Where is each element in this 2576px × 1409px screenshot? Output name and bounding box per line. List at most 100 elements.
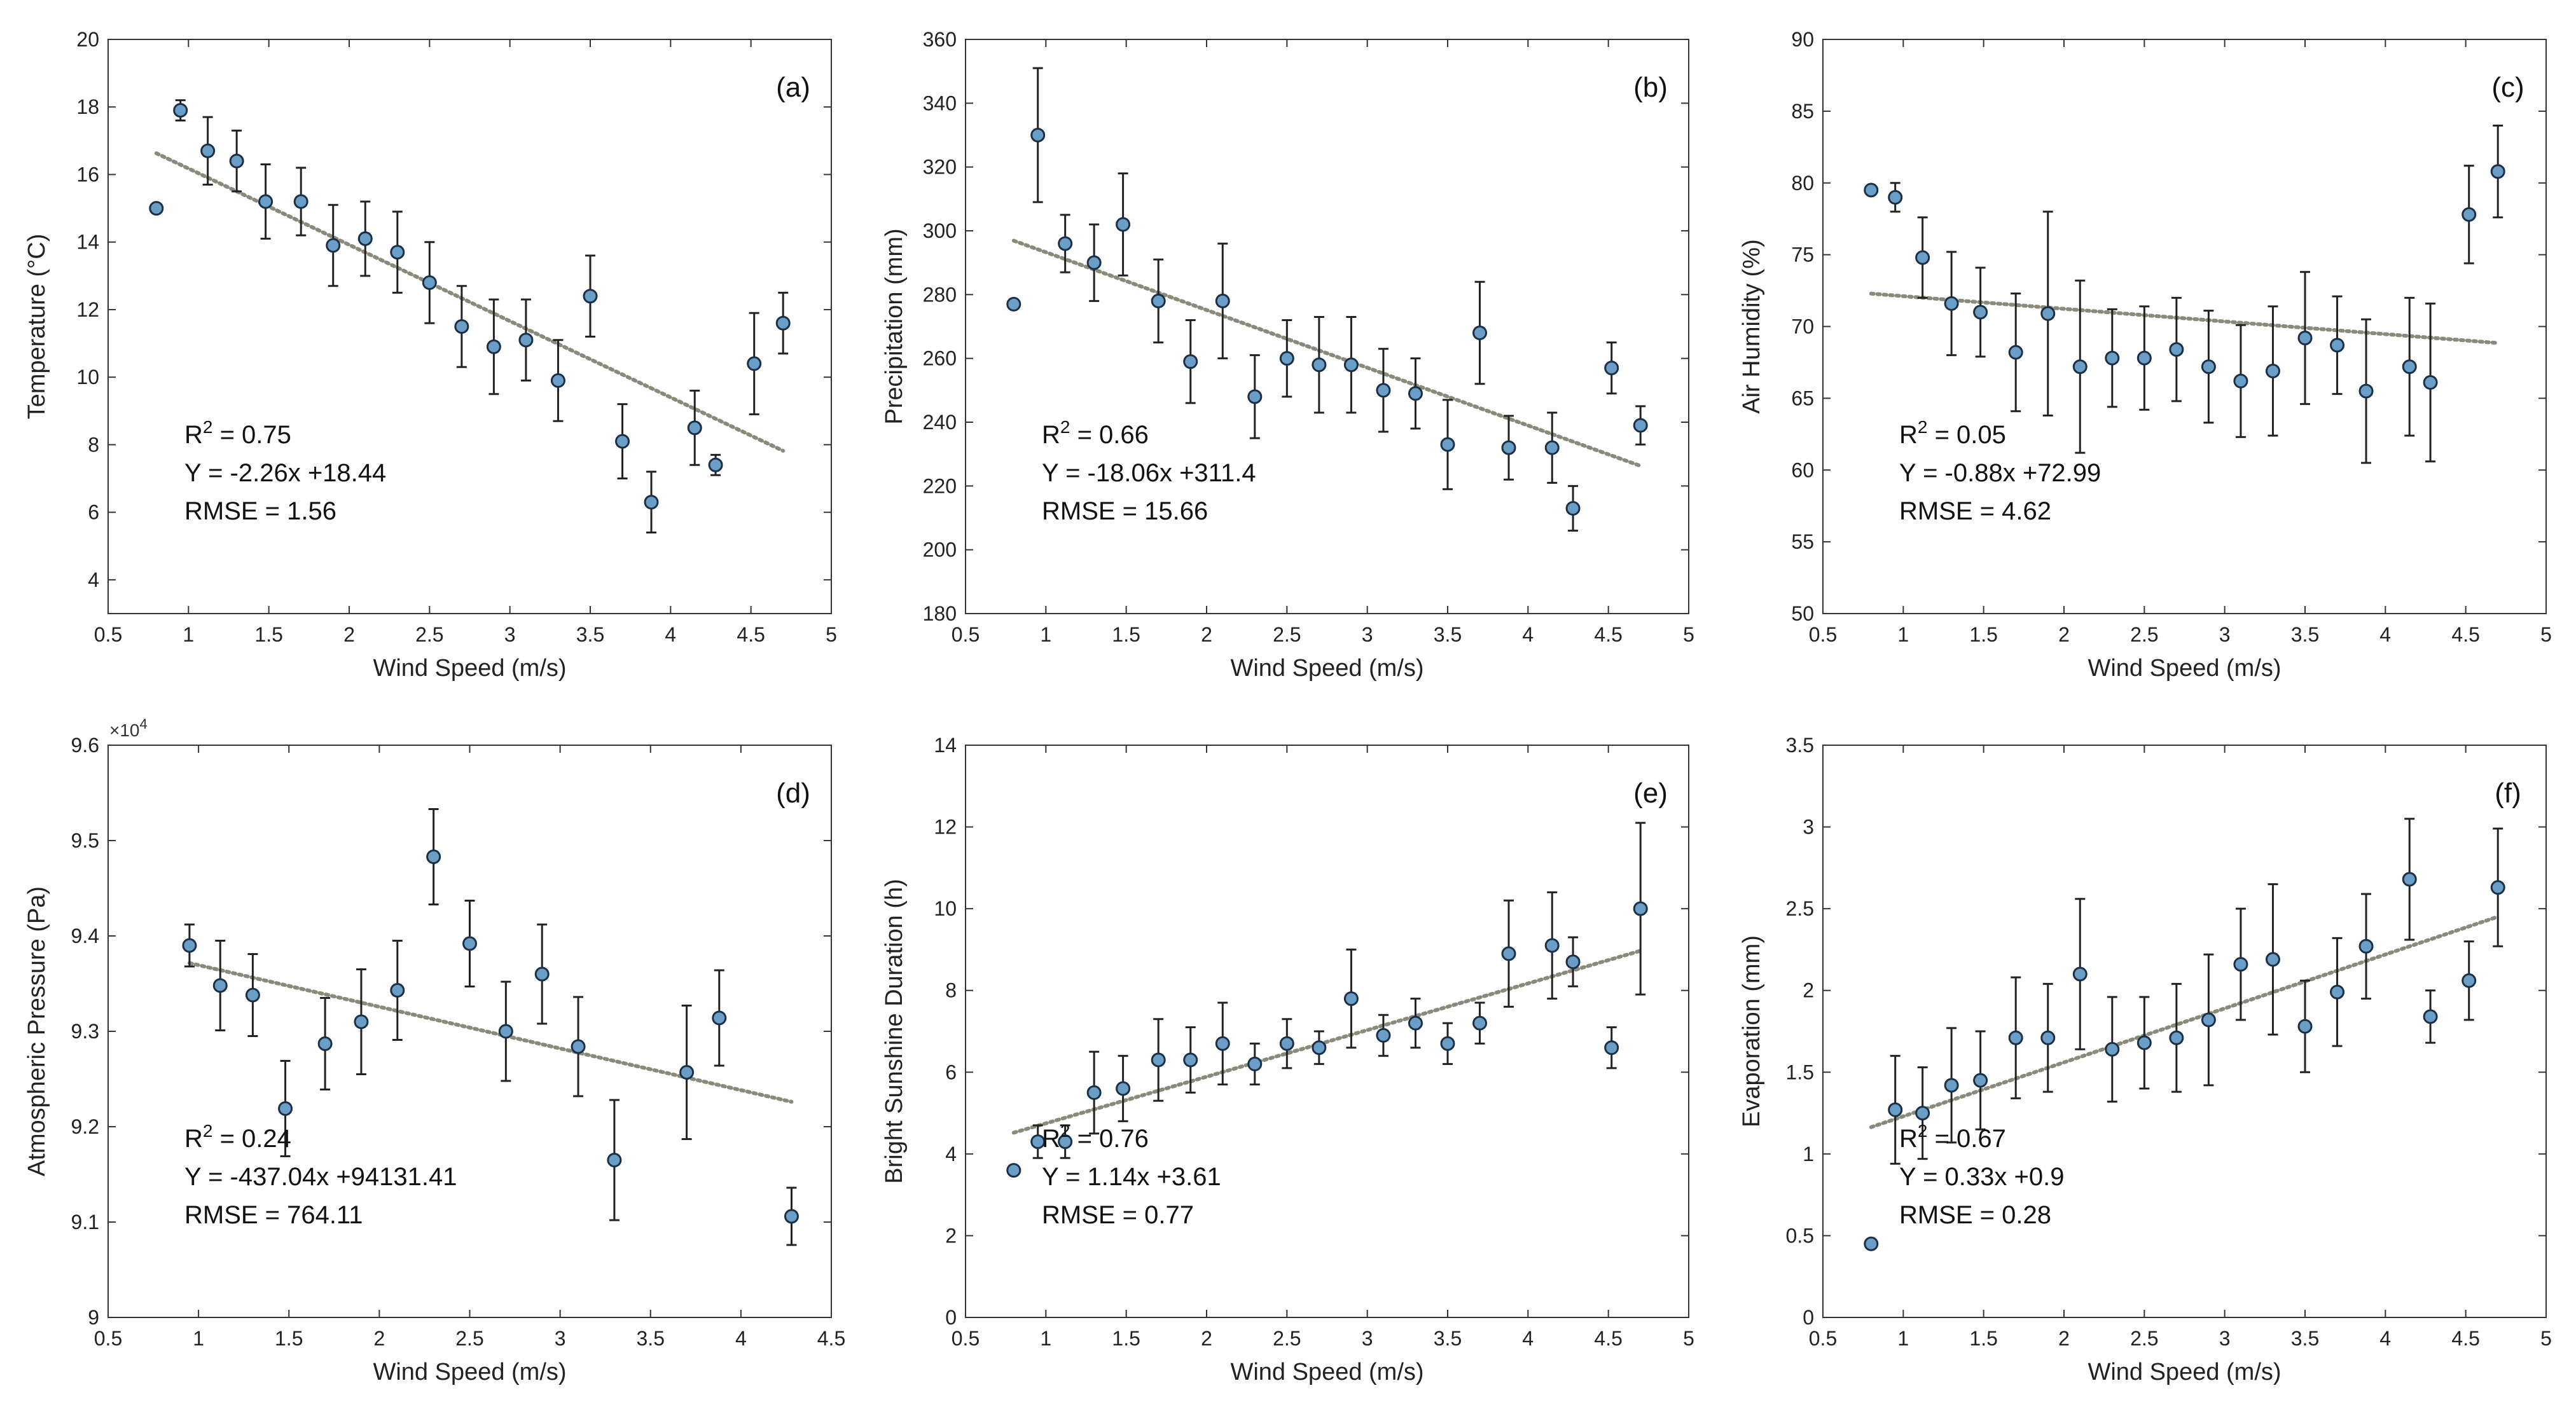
y-tick-label: 0 — [945, 1306, 957, 1329]
data-point — [1864, 182, 1879, 198]
data-point — [747, 356, 762, 371]
y-axis-label: Evaporation (mm) — [1738, 935, 1765, 1127]
data-point — [2423, 1009, 2438, 1024]
data-point — [498, 1024, 513, 1039]
y-axis-label: Air Humidity (%) — [1738, 239, 1765, 413]
r-squared-label: R2 = 0.67 — [1899, 1121, 2006, 1153]
x-tick-label: 5 — [2540, 1327, 2552, 1350]
r-squared-base: R — [184, 421, 203, 449]
x-tick-label: 5 — [2540, 623, 2552, 646]
r-squared-value: = 0.24 — [212, 1125, 291, 1153]
r-squared-value: = 0.66 — [1070, 421, 1148, 449]
data-point — [1343, 357, 1359, 373]
data-point — [1973, 1073, 1988, 1088]
panel-c: 0.5 1 1.5 2 2.5 3 3.5 4 4.5 5 50 55 60 65 70 75 80 85 90 Wi… — [1738, 28, 2552, 682]
y-tick-label: 3 — [1803, 816, 1814, 839]
data-point — [775, 315, 791, 331]
data-point — [200, 143, 216, 158]
x-tick-label: 0.5 — [952, 623, 980, 646]
data-point — [390, 983, 405, 998]
r-squared-superscript: 2 — [1060, 417, 1070, 437]
y-axis-multiplier: ×104 — [109, 716, 148, 740]
data-point — [708, 457, 723, 472]
data-point — [1086, 1085, 1102, 1100]
data-point — [2105, 350, 2120, 366]
plot-frame — [107, 39, 832, 614]
x-axis-label: Wind Speed (m/s) — [2088, 655, 2281, 682]
data-point — [1864, 1236, 1879, 1251]
x-tick-label: 3 — [2219, 1327, 2231, 1350]
x-tick-label: 4 — [1522, 1327, 1534, 1350]
data-point — [2330, 984, 2345, 1000]
y-tick-label: 4 — [88, 568, 99, 591]
panel-d: 0.5 1 1.5 2 2.5 3 3.5 4 4.5 9 9.1 9.2 9.3 9.4 9.5 9.6 Wi… — [24, 716, 845, 1385]
data-point — [784, 1209, 799, 1224]
y-tick-label: 3.5 — [1786, 734, 1814, 757]
y-axis-label: Precipitation (mm) — [881, 228, 908, 424]
trend-line — [1869, 291, 2500, 345]
data-point — [182, 938, 197, 953]
r-squared-value: = 0.76 — [1070, 1125, 1148, 1153]
x-tick-label: 1.5 — [1112, 623, 1140, 646]
x-axis-label: Wind Speed (m/s) — [373, 1359, 566, 1385]
data-point — [1888, 189, 1903, 205]
regression-equation: Y = -2.26x +18.44 — [184, 459, 386, 487]
data-point — [2490, 880, 2505, 895]
x-tick-label: 3 — [1362, 623, 1373, 646]
x-tick-label: 4.5 — [737, 623, 765, 646]
plot-frame — [965, 39, 1689, 614]
rmse-label: RMSE = 764.11 — [184, 1201, 363, 1229]
y-tick-label: 85 — [1791, 100, 1814, 123]
r-squared-label: R2 = 0.76 — [1042, 1121, 1149, 1153]
y-tick-label: 0.5 — [1786, 1224, 1814, 1247]
y-tick-label: 6 — [88, 501, 99, 524]
x-tick-label: 4.5 — [817, 1327, 845, 1350]
data-point — [1086, 255, 1102, 270]
data-point — [687, 420, 702, 436]
x-tick-label: 2 — [2058, 623, 2070, 646]
y-tick-label: 180 — [923, 602, 957, 625]
panel-label: (d) — [776, 778, 810, 809]
panel-b: 0.5 1 1.5 2 2.5 3 3.5 4 4.5 5 180 200 220 240 260 280 30… — [881, 28, 1694, 682]
data-point — [550, 373, 565, 388]
x-tick-label: 2.5 — [2130, 623, 2158, 646]
data-point — [2136, 1035, 2152, 1050]
panel-label: (f) — [2495, 778, 2521, 809]
x-tick-label: 1.5 — [275, 1327, 303, 1350]
r-squared-label: R2 = 0.24 — [184, 1121, 291, 1153]
panel-f: 0.5 1 1.5 2 2.5 3 3.5 4 4.5 500.511.522.533.5Wind… — [1738, 734, 2552, 1385]
y-tick-label: 2 — [1803, 979, 1814, 1002]
data-point — [1058, 1134, 1073, 1150]
data-point — [426, 849, 441, 864]
data-point — [1215, 293, 1230, 308]
data-point — [1312, 1040, 1327, 1055]
x-tick-label: 1.5 — [1969, 623, 1997, 646]
y-axis-multiplier-exponent: 4 — [140, 716, 148, 732]
x-tick-label: 5 — [1683, 623, 1694, 646]
x-tick-label: 0.5 — [1809, 623, 1837, 646]
data-point — [2330, 338, 2345, 353]
x-tick-label: 0.5 — [94, 1327, 122, 1350]
data-point — [1151, 1052, 1166, 1068]
y-tick-label: 280 — [923, 283, 957, 306]
y-tick-label: 10 — [934, 897, 957, 920]
x-tick-label: 3.5 — [637, 1327, 665, 1350]
data-point — [1030, 128, 1046, 142]
regression-equation: Y = 0.33x +0.9 — [1899, 1163, 2064, 1191]
data-point — [1116, 217, 1131, 232]
data-point — [2297, 331, 2313, 346]
data-point — [2072, 966, 2088, 982]
y-tick-label: 55 — [1791, 530, 1814, 553]
data-point — [1973, 305, 1988, 320]
x-tick-label: 1 — [1897, 1327, 1909, 1350]
panel-e: 0.5 1 1.5 2 2.5 3 3.5 4 4.5 5 0 2 4 6 8 10 12 14 Wind Spee… — [881, 734, 1694, 1385]
data-point — [2265, 952, 2280, 967]
x-tick-label: 1 — [183, 623, 194, 646]
data-point — [2423, 375, 2438, 390]
x-tick-label: 0.5 — [1809, 1327, 1837, 1350]
data-point — [1633, 901, 1648, 916]
data-point — [2233, 957, 2248, 972]
r-squared-label: R2 = 0.75 — [184, 417, 291, 449]
y-tick-label: 9.6 — [71, 734, 99, 757]
x-tick-label: 4 — [2379, 1327, 2391, 1350]
